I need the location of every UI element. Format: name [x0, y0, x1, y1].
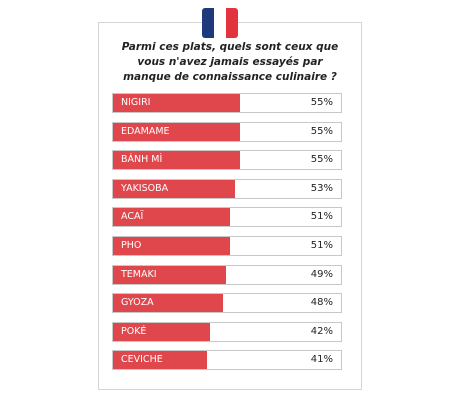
- bar: [113, 208, 231, 227]
- bar-track: GYOZA 48%: [112, 293, 342, 314]
- value-label: 51%: [310, 211, 333, 223]
- value-label: 48%: [310, 297, 333, 309]
- value-label: 55%: [310, 97, 333, 108]
- flag: [202, 8, 238, 38]
- bar-track: POKÉ 42%: [112, 321, 342, 342]
- category-label: GYOZA: [121, 297, 154, 309]
- category-label: ACAÏ: [121, 211, 144, 223]
- bar-track: TEMAKI 49%: [112, 264, 342, 285]
- bar: [113, 94, 240, 112]
- category-label: EDAMAME: [121, 125, 170, 137]
- bar: [113, 351, 208, 370]
- bar: [113, 179, 235, 198]
- value-label: 53%: [310, 182, 333, 194]
- value-label: 55%: [310, 125, 333, 137]
- category-label: YAKISOBA: [121, 182, 169, 194]
- bar: [113, 151, 240, 170]
- value-label: 55%: [310, 154, 333, 166]
- category-label: TEMAKI: [121, 268, 157, 280]
- category-label: CEVICHE: [121, 354, 163, 366]
- value-label: 49%: [310, 268, 333, 280]
- bar-track: EDAMAME 55%: [112, 121, 342, 142]
- bar: [113, 237, 231, 255]
- bar-track: YAKISOBA 53%: [112, 178, 342, 199]
- value-label: 41%: [310, 354, 333, 366]
- value-label: 42%: [310, 325, 333, 337]
- bar: [113, 265, 226, 284]
- chart-title: Parmi ces plats, quels sont ceux que vou…: [121, 41, 339, 83]
- bar-track: BÁNH MÌ 55%: [112, 150, 342, 171]
- flag-red: [226, 8, 238, 38]
- bar-track: ACAÏ 51%: [112, 207, 342, 228]
- bar: [113, 322, 210, 341]
- category-label: NIGIRI: [121, 97, 151, 108]
- bar: [113, 294, 224, 313]
- bar: [113, 122, 240, 141]
- category-label: PHO: [121, 240, 142, 251]
- flag-blue: [202, 8, 214, 38]
- category-label: POKÉ: [121, 325, 147, 337]
- category-label: BÁNH MÌ: [121, 154, 163, 166]
- bar-track: CEVICHE 41%: [112, 350, 342, 371]
- bar-track: NIGIRI 55%: [112, 93, 342, 113]
- bar-track: PHO 51%: [112, 236, 342, 256]
- flag-white: [214, 8, 226, 38]
- value-label: 51%: [310, 240, 333, 251]
